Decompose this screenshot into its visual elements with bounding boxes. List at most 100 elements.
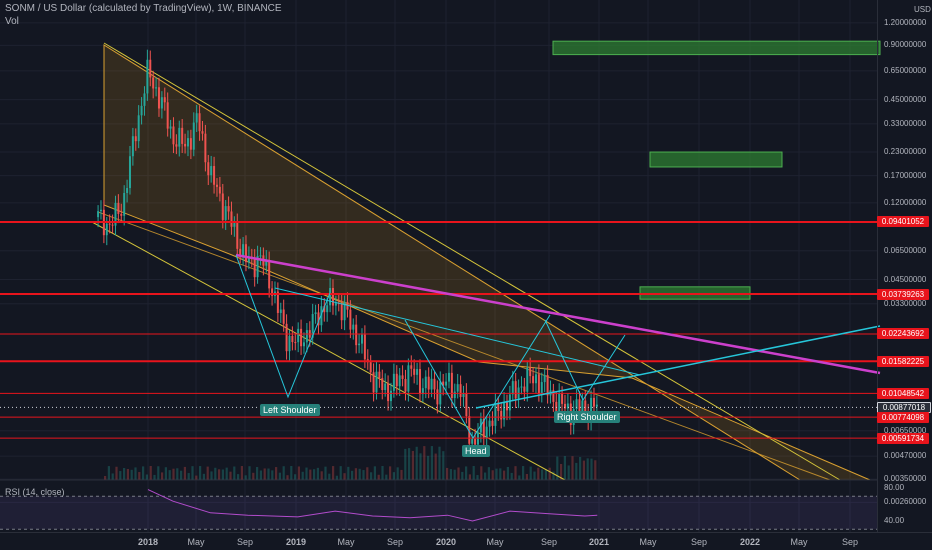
volume-bar-20 bbox=[180, 470, 183, 480]
candle-body-3 bbox=[105, 223, 108, 236]
volume-bar-65 bbox=[351, 470, 354, 480]
volume-bar-30 bbox=[218, 469, 221, 480]
candle-body-25 bbox=[169, 126, 172, 129]
candle-body-28 bbox=[178, 127, 181, 147]
volume-bar-59 bbox=[328, 473, 331, 480]
volume-bar-124 bbox=[575, 462, 578, 480]
volume-bar-104 bbox=[499, 468, 502, 480]
candle-body-122 bbox=[450, 372, 453, 399]
y-tick-8: 0.06500000 bbox=[884, 245, 927, 255]
candle-body-103 bbox=[395, 373, 398, 387]
neckline-trend bbox=[235, 253, 881, 375]
volume-bar-121 bbox=[563, 456, 566, 480]
volume-bar-38 bbox=[248, 466, 251, 480]
right-shoulder-shape bbox=[544, 319, 626, 402]
volume-label: Vol bbox=[5, 16, 19, 27]
candle-body-65 bbox=[285, 323, 288, 352]
volume-bar-128 bbox=[590, 458, 593, 480]
candle-body-106 bbox=[404, 379, 407, 392]
volume-bar-82 bbox=[415, 446, 418, 480]
candle-body-39 bbox=[210, 166, 213, 176]
candle-body-165 bbox=[575, 399, 578, 410]
y-tick-3: 0.45000000 bbox=[884, 94, 927, 104]
neckline-upper bbox=[274, 287, 641, 376]
volume-bar-88 bbox=[438, 446, 441, 480]
volume-bar-31 bbox=[221, 469, 224, 480]
candle-body-45 bbox=[227, 206, 230, 212]
currency-label: USD bbox=[914, 5, 931, 14]
candle-body-30 bbox=[184, 143, 187, 147]
volume-bar-99 bbox=[480, 466, 483, 480]
candle-body-75 bbox=[314, 312, 317, 315]
candle-body-170 bbox=[590, 397, 593, 421]
volume-bar-19 bbox=[176, 468, 179, 480]
left-shoulder-label: Left Shoulder bbox=[260, 404, 320, 416]
candle-body-27 bbox=[175, 144, 178, 147]
channel-upper bbox=[103, 42, 841, 481]
candle-body-59 bbox=[268, 260, 271, 289]
candle-body-89 bbox=[355, 324, 358, 346]
candle-body-88 bbox=[352, 324, 355, 330]
volume-bar-76 bbox=[392, 472, 395, 480]
candle-body-146 bbox=[520, 386, 523, 388]
volume-bar-26 bbox=[202, 473, 205, 480]
candle-body-139 bbox=[500, 410, 503, 420]
volume-bar-49 bbox=[290, 466, 293, 480]
candle-body-23 bbox=[163, 97, 166, 103]
candle-body-76 bbox=[317, 312, 320, 326]
volume-bar-74 bbox=[385, 474, 388, 480]
y-tick-5: 0.23000000 bbox=[884, 147, 927, 157]
candle-body-149 bbox=[529, 367, 532, 377]
y-tick-7: 0.12000000 bbox=[884, 197, 927, 207]
candle-body-162 bbox=[566, 403, 569, 409]
candle-body-143 bbox=[511, 381, 514, 395]
x-tick-9: 2021 bbox=[588, 537, 610, 547]
volume-bar-1 bbox=[107, 466, 110, 480]
candle-body-1 bbox=[99, 209, 102, 212]
volume-bar-118 bbox=[552, 471, 555, 480]
volume-bar-13 bbox=[153, 474, 156, 480]
volume-bar-113 bbox=[533, 471, 536, 480]
right-shoulder-label: Right Shoulder bbox=[554, 411, 620, 423]
candle-body-96 bbox=[375, 371, 378, 393]
candle-body-24 bbox=[166, 102, 169, 129]
volume-bar-43 bbox=[267, 468, 270, 480]
chart-title: SONM / US Dollar (calculated by TradingV… bbox=[5, 3, 282, 14]
candle-body-86 bbox=[346, 302, 349, 310]
volume-bar-81 bbox=[411, 450, 414, 480]
candle-body-111 bbox=[418, 369, 421, 395]
y-tick-9: 0.04500000 bbox=[884, 274, 927, 284]
candle-body-34 bbox=[195, 113, 198, 123]
candle-body-12 bbox=[131, 136, 134, 157]
candle-body-154 bbox=[543, 375, 546, 383]
volume-bar-123 bbox=[571, 456, 574, 480]
candle-body-41 bbox=[215, 184, 218, 187]
y-tick-10: 0.03300000 bbox=[884, 298, 927, 308]
x-tick-2: Sep bbox=[236, 537, 254, 547]
rsi-line bbox=[147, 489, 598, 522]
candle-body-123 bbox=[453, 391, 456, 399]
volume-bar-55 bbox=[313, 469, 316, 480]
volume-bar-91 bbox=[449, 469, 452, 480]
volume-bar-97 bbox=[472, 466, 475, 480]
level-lines bbox=[0, 220, 877, 439]
candle-body-10 bbox=[126, 188, 129, 193]
x-tick-4: May bbox=[337, 537, 355, 547]
candle-body-52 bbox=[247, 256, 250, 263]
candle-body-17 bbox=[146, 59, 149, 94]
candle-body-22 bbox=[160, 97, 163, 109]
candle-body-114 bbox=[427, 376, 430, 390]
candle-body-142 bbox=[508, 394, 511, 411]
target-box-0 bbox=[552, 40, 881, 56]
volume-bar-66 bbox=[354, 468, 357, 480]
volume-bar-25 bbox=[199, 466, 202, 480]
candle-body-147 bbox=[523, 386, 526, 392]
target-box-2 bbox=[639, 286, 751, 300]
candle-body-5 bbox=[111, 224, 114, 226]
candle-body-161 bbox=[563, 403, 566, 409]
candle-body-15 bbox=[140, 105, 143, 116]
volume-bar-95 bbox=[465, 466, 468, 480]
candle-body-117 bbox=[436, 389, 439, 405]
x-tick-14: Sep bbox=[841, 537, 859, 547]
